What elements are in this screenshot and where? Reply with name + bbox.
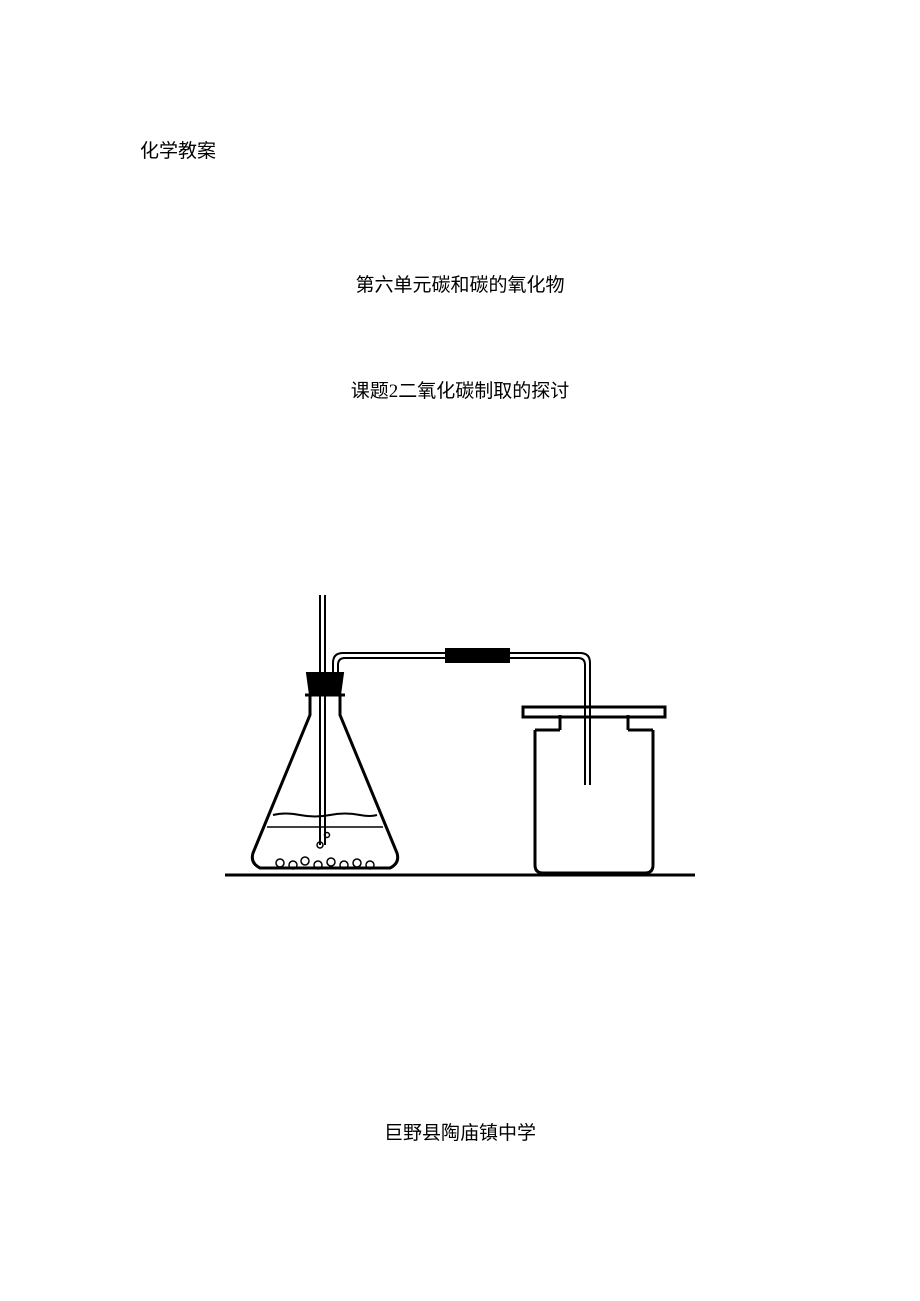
- document-header: 化学教案: [140, 136, 216, 163]
- header-text: 化学教案: [140, 141, 216, 162]
- erlenmeyer-flask-icon: [252, 595, 397, 869]
- collection-bottle-icon: [523, 707, 665, 873]
- school-name-text: 巨野县陶庙镇中学: [384, 1123, 536, 1144]
- topic-title-text: 课题2二氧化碳制取的探讨: [351, 381, 570, 402]
- school-name: 巨野县陶庙镇中学: [0, 1118, 920, 1145]
- topic-title: 课题2二氧化碳制取的探讨: [0, 376, 920, 403]
- apparatus-svg: [225, 585, 695, 895]
- unit-title-text: 第六单元碳和碳的氧化物: [355, 275, 564, 296]
- unit-title: 第六单元碳和碳的氧化物: [0, 270, 920, 297]
- chemistry-apparatus-diagram: [225, 585, 695, 895]
